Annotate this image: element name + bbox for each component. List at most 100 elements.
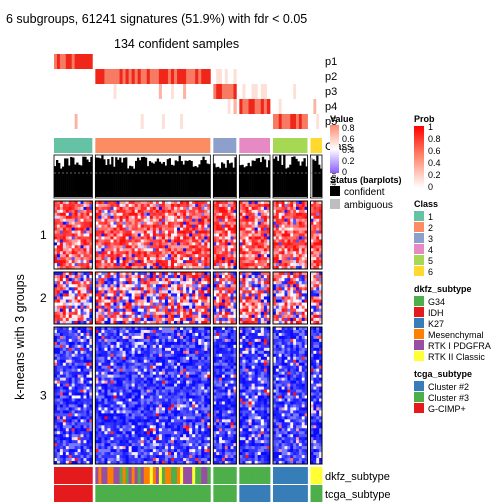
heatmap-cell: [298, 278, 303, 282]
heatmap-cell: [107, 317, 111, 322]
heatmap-cell: [98, 350, 102, 355]
silhouette-bar: [219, 168, 222, 197]
heatmap-cell: [239, 203, 243, 208]
heatmap-cell: [74, 242, 78, 246]
heatmap-cell: [227, 299, 231, 303]
heatmap-cell: [170, 230, 175, 234]
heatmap-cell: [77, 404, 81, 408]
heatmap-cell: [143, 212, 148, 217]
heatmap-cell: [83, 422, 87, 426]
heatmap-cell: [248, 260, 252, 264]
heatmap-cell: [113, 305, 117, 310]
heatmap-cell: [195, 290, 199, 294]
heatmap-cell: [104, 239, 108, 243]
heatmap-cell: [316, 317, 320, 322]
heatmap-cell: [71, 449, 76, 453]
heatmap-cell: [59, 302, 64, 307]
heatmap-cell: [62, 395, 67, 399]
silhouette-bar: [160, 163, 164, 197]
silhouette-bar: [60, 168, 63, 197]
heatmap-cell: [207, 335, 211, 340]
prob-cell: [56, 69, 61, 84]
heatmap-cell: [80, 239, 84, 243]
prob-cell: [245, 99, 249, 114]
heatmap-cell: [83, 371, 87, 376]
heatmap-cell: [101, 239, 105, 243]
heatmap-cell: [89, 281, 93, 285]
heatmap-cell: [296, 212, 300, 217]
heatmap-cell: [284, 308, 288, 313]
heatmap-cell: [248, 227, 252, 231]
heatmap-cell: [192, 302, 196, 307]
heatmap-cell: [119, 242, 123, 246]
prob-cell: [183, 99, 187, 114]
heatmap-cell: [301, 233, 306, 237]
prob-cell: [251, 69, 256, 84]
heatmap-cell: [260, 218, 265, 223]
heatmap-cell: [296, 203, 300, 208]
heatmap-cell: [284, 201, 288, 205]
heatmap-cell: [110, 338, 114, 343]
heatmap-slice-border: [238, 200, 271, 270]
heatmap-cell: [131, 254, 136, 258]
heatmap-cell: [56, 440, 61, 444]
heatmap-cell: [221, 209, 226, 214]
silhouette-bar: [127, 168, 130, 197]
heatmap-cell: [224, 212, 229, 217]
prob-cell: [301, 84, 306, 99]
heatmap-cell: [134, 218, 139, 223]
heatmap-cell: [74, 335, 78, 340]
heatmap-cell: [68, 272, 73, 276]
heatmap-cell: [143, 209, 148, 214]
heatmap-cell: [180, 266, 184, 270]
prob-cell: [257, 114, 262, 129]
prob-cell: [301, 114, 306, 129]
heatmap-cell: [140, 230, 145, 234]
heatmap-cell: [251, 281, 256, 285]
heatmap-cell: [104, 251, 108, 255]
heatmap-cell: [216, 305, 220, 310]
heatmap-cell: [204, 236, 208, 240]
heatmap-cell: [207, 233, 211, 237]
silhouette-bar: [196, 167, 199, 197]
heatmap-cell: [161, 327, 166, 331]
heatmap-cell: [62, 365, 67, 370]
heatmap-cell: [68, 407, 73, 411]
heatmap-cell: [204, 209, 208, 214]
heatmap-cell: [304, 233, 308, 237]
prob-cell: [273, 114, 277, 129]
heatmap-cell: [122, 290, 126, 294]
heatmap-cell: [74, 383, 78, 387]
heatmap-cell: [260, 275, 265, 279]
heatmap-cell: [227, 245, 231, 249]
heatmap-cell: [158, 311, 163, 316]
heatmap-cell: [260, 201, 265, 205]
heatmap-cell: [68, 287, 73, 291]
heatmap-cell: [198, 215, 202, 220]
heatmap-cell: [113, 356, 117, 361]
heatmap-cell: [304, 221, 308, 226]
silhouette-bar: [103, 159, 106, 197]
heatmap-cell: [119, 356, 123, 361]
heatmap-cell: [98, 206, 102, 211]
heatmap-cell: [131, 260, 136, 264]
heatmap-cell: [204, 341, 208, 346]
heatmap-cell: [266, 260, 271, 264]
heatmap-cell: [239, 221, 243, 226]
heatmap-cell: [174, 327, 178, 331]
heatmap-cell: [128, 236, 133, 240]
prob-cell: [251, 114, 256, 129]
heatmap-cell: [281, 201, 285, 205]
heatmap-cell: [77, 287, 81, 291]
heatmap-cell: [233, 278, 237, 282]
heatmap-cell: [213, 299, 217, 303]
heatmap-cell: [86, 416, 90, 420]
heatmap-cell: [98, 227, 102, 231]
prob-cell: [104, 69, 108, 84]
heatmap-cell: [86, 410, 90, 414]
heatmap-cell: [158, 290, 163, 294]
heatmap-cell: [260, 248, 265, 252]
heatmap-cell: [260, 302, 265, 307]
heatmap-cell: [161, 281, 166, 285]
heatmap-cell: [227, 233, 231, 237]
